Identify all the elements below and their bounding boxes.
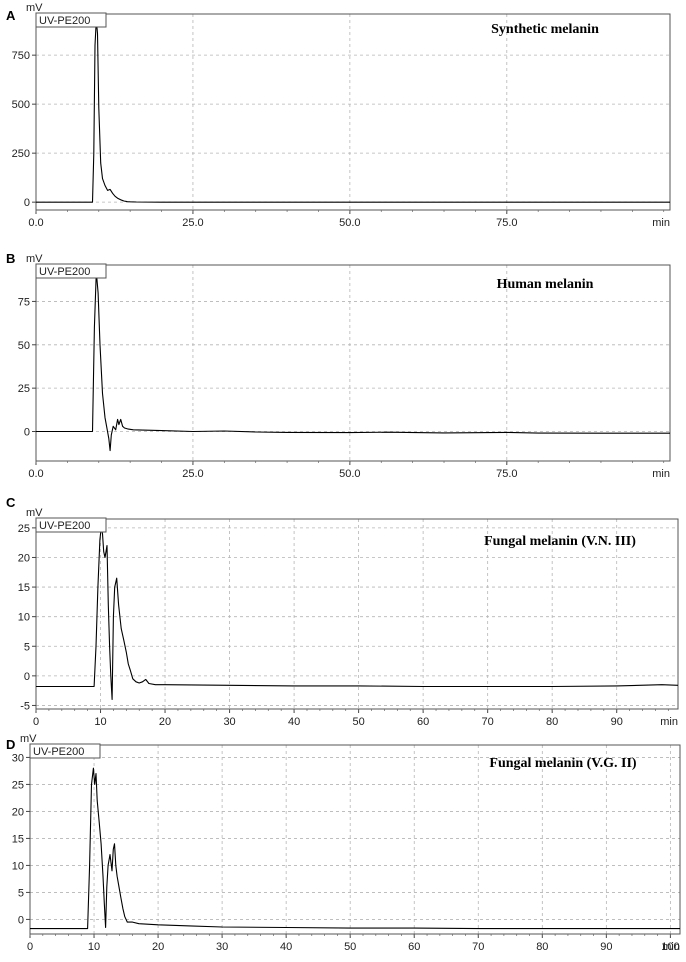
x-tick-label: 50.0 <box>339 217 360 229</box>
y-tick-label: 750 <box>12 50 30 62</box>
chromatogram-trace <box>30 767 680 930</box>
x-tick-label: 70 <box>472 941 484 953</box>
y-tick-label: -5 <box>20 700 30 712</box>
x-tick-label: 10 <box>88 941 100 953</box>
y-tick-label: 10 <box>18 612 30 624</box>
y-tick-label: 25 <box>12 779 24 791</box>
x-tick-label: 90 <box>611 716 623 728</box>
y-tick-label: 500 <box>12 99 30 111</box>
detector-label-box <box>35 263 107 279</box>
y-tick-label: 20 <box>12 806 24 818</box>
x-tick-label: 30 <box>223 716 235 728</box>
x-tick-label: 10 <box>94 716 106 728</box>
x-tick-label: 70 <box>482 716 494 728</box>
y-tick-label: 10 <box>12 860 24 872</box>
chart-panel-a: 0.0 25.0 50.0 75.0 0 250 500 750 mV min UV-PE200 Sy… <box>6 2 671 229</box>
panel-label: B <box>6 251 15 266</box>
x-tick-label: 80 <box>536 941 548 953</box>
x-tick-label: 90 <box>600 941 612 953</box>
chart-title: Human melanin <box>497 277 594 292</box>
x-tick-label: 0 <box>27 941 33 953</box>
plot-frame <box>35 13 671 211</box>
chart-title: Fungal melanin (V.N. III) <box>484 534 636 549</box>
y-tick-label: 25 <box>18 383 30 395</box>
y-tick-label: 250 <box>12 148 30 160</box>
y-axis-unit-label: mV <box>20 733 37 745</box>
detector-label-box <box>35 12 107 28</box>
x-tick-label: 60 <box>408 941 420 953</box>
detector-label: UV-PE200 <box>33 746 84 758</box>
y-tick-label: 0 <box>24 197 30 209</box>
chart-panel-d: 0 10 20 30 40 50 60 70 80 90 100 0 5 10 15 20 25 30 mV min U… <box>6 733 681 953</box>
y-tick-label: 15 <box>12 833 24 845</box>
y-tick-label: 0 <box>24 671 30 683</box>
x-tick-label: 20 <box>159 716 171 728</box>
x-tick-label: 60 <box>417 716 429 728</box>
detector-label: UV-PE200 <box>39 15 90 27</box>
y-tick-label: 15 <box>18 582 30 594</box>
detector-label-box <box>35 517 107 533</box>
y-tick-label: 50 <box>18 340 30 352</box>
x-tick-label: 0.0 <box>28 217 43 229</box>
y-tick-label: 0 <box>24 427 30 439</box>
x-tick-label: 40 <box>280 941 292 953</box>
plot-frame <box>29 744 681 935</box>
x-tick-label: 30 <box>216 941 228 953</box>
y-tick-label: 5 <box>18 887 24 899</box>
chart-title: Synthetic melanin <box>491 22 599 37</box>
x-tick-label: 20 <box>152 941 164 953</box>
x-axis-unit-label: min <box>662 941 680 953</box>
y-tick-label: 0 <box>18 914 24 926</box>
detector-label: UV-PE200 <box>39 266 90 278</box>
y-tick-label: 20 <box>18 552 30 564</box>
x-tick-label: 0.0 <box>28 468 43 480</box>
y-axis-unit-label: mV <box>26 2 43 14</box>
x-axis-unit-label: min <box>652 217 670 229</box>
panel-label: C <box>6 495 16 510</box>
y-axis-unit-label: mV <box>26 507 43 519</box>
detector-label-box <box>29 743 101 759</box>
chart-title: Fungal melanin (V.G. II) <box>489 756 636 771</box>
x-axis-unit-label: min <box>660 716 678 728</box>
plot-frame <box>35 518 679 710</box>
panel-label: D <box>6 737 15 752</box>
chromatogram-trace <box>36 271 670 452</box>
chart-panel-b: 0.0 25.0 50.0 75.0 0 25 50 75 mV min UV-PE200 Human… <box>6 251 671 480</box>
chromatogram-trace <box>36 527 679 701</box>
detector-label: UV-PE200 <box>39 520 90 532</box>
y-tick-label: 75 <box>18 296 30 308</box>
y-tick-label: 25 <box>18 523 30 535</box>
x-tick-label: 25.0 <box>182 468 203 480</box>
x-tick-label: 100 <box>661 941 679 953</box>
y-axis-unit-label: mV <box>26 253 43 265</box>
x-tick-label: 40 <box>288 716 300 728</box>
chart-panel-c: 0 10 20 30 40 50 60 70 80 90-50510152025mVminUV-P… <box>6 495 679 728</box>
chromatogram-trace <box>36 19 670 203</box>
plot-frame <box>35 264 671 462</box>
x-tick-label: 75.0 <box>496 217 517 229</box>
x-tick-label: 80 <box>546 716 558 728</box>
x-tick-label: 50.0 <box>339 468 360 480</box>
x-tick-label: 75.0 <box>496 468 517 480</box>
x-tick-label: 0 <box>33 716 39 728</box>
y-tick-label: 30 <box>12 752 24 764</box>
panel-label: A <box>6 8 16 23</box>
x-tick-label: 50 <box>344 941 356 953</box>
x-axis-unit-label: min <box>652 468 670 480</box>
x-tick-label: 25.0 <box>182 217 203 229</box>
x-tick-label: 50 <box>352 716 364 728</box>
y-tick-label: 5 <box>24 641 30 653</box>
